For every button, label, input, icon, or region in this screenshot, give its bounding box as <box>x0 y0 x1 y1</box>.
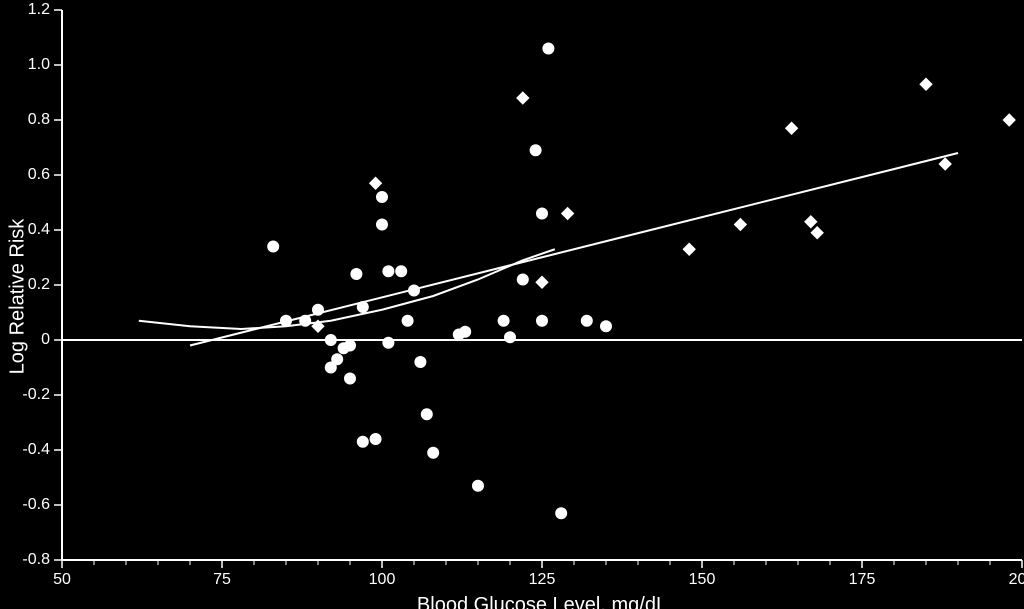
y-tick-label: 1.0 <box>28 57 50 73</box>
data-point-circle <box>357 302 368 313</box>
data-point-diamond <box>920 78 932 90</box>
data-point-circle <box>345 373 356 384</box>
data-point-circle <box>428 447 439 458</box>
data-point-circle <box>268 241 279 252</box>
x-tick-label: 100 <box>369 572 396 588</box>
x-tick-label: 175 <box>849 572 876 588</box>
data-point-circle <box>409 285 420 296</box>
data-point-circle <box>377 219 388 230</box>
data-point-diamond <box>805 216 817 228</box>
data-point-circle <box>332 354 343 365</box>
data-point-diamond <box>811 227 823 239</box>
y-tick-label: 0.6 <box>28 167 50 183</box>
data-point-circle <box>505 332 516 343</box>
data-point-diamond <box>370 177 382 189</box>
data-point-circle <box>601 321 612 332</box>
data-point-circle <box>345 340 356 351</box>
data-point-circle <box>473 480 484 491</box>
data-point-circle <box>370 434 381 445</box>
x-tick-label: 150 <box>689 572 716 588</box>
y-tick-label: -0.8 <box>22 552 50 568</box>
data-point-circle <box>300 315 311 326</box>
data-point-circle <box>383 337 394 348</box>
y-tick-label: 1.2 <box>28 2 50 18</box>
data-point-diamond <box>1003 114 1015 126</box>
data-point-circle <box>537 315 548 326</box>
x-tick-label: 200 <box>1009 572 1024 588</box>
data-point-circle <box>351 269 362 280</box>
data-point-circle <box>281 315 292 326</box>
y-axis-title: Log Relative Risk <box>7 219 30 375</box>
data-point-circle <box>383 266 394 277</box>
y-tick-label: -0.4 <box>22 442 50 458</box>
data-point-circle <box>498 315 509 326</box>
data-point-diamond <box>683 243 695 255</box>
data-point-diamond <box>939 158 951 170</box>
y-tick-label: 0 <box>41 332 50 348</box>
data-point-diamond <box>734 219 746 231</box>
x-tick-label: 50 <box>53 572 71 588</box>
data-point-diamond <box>562 208 574 220</box>
data-point-circle <box>530 145 541 156</box>
data-point-circle <box>537 208 548 219</box>
plot-svg <box>0 0 1024 609</box>
scatter-chart: Blood Glucose Level, mg/dL Log Relative … <box>0 0 1024 609</box>
data-point-diamond <box>786 122 798 134</box>
data-point-circle <box>415 357 426 368</box>
data-point-circle <box>313 304 324 315</box>
data-point-circle <box>325 335 336 346</box>
y-tick-label: 0.4 <box>28 222 50 238</box>
data-point-circle <box>517 274 528 285</box>
data-point-circle <box>377 192 388 203</box>
data-point-circle <box>402 315 413 326</box>
data-point-circle <box>581 315 592 326</box>
data-point-circle <box>396 266 407 277</box>
y-tick-label: 0.8 <box>28 112 50 128</box>
fit-curve-curve_main <box>139 249 555 329</box>
y-tick-label: -0.2 <box>22 387 50 403</box>
data-point-circle <box>556 508 567 519</box>
x-axis-title: Blood Glucose Level, mg/dL <box>417 594 667 609</box>
data-point-diamond <box>517 92 529 104</box>
x-tick-label: 75 <box>213 572 231 588</box>
x-tick-label: 125 <box>529 572 556 588</box>
y-tick-label: -0.6 <box>22 497 50 513</box>
data-point-diamond <box>536 276 548 288</box>
data-point-circle <box>460 326 471 337</box>
data-point-circle <box>421 409 432 420</box>
data-point-circle <box>357 436 368 447</box>
data-point-circle <box>543 43 554 54</box>
y-tick-label: 0.2 <box>28 277 50 293</box>
